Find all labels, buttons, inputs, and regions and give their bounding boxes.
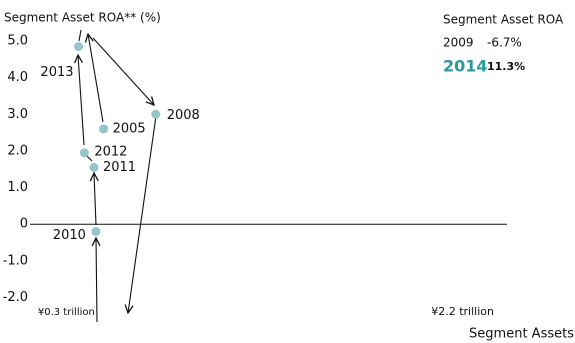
arrow (128, 115, 157, 313)
y-tick-label: 1.0 (7, 180, 28, 195)
callout-value: -6.7% (487, 36, 522, 50)
y-tick-label: 2.0 (7, 143, 28, 158)
callout-value: 11.3% (487, 60, 525, 73)
point (99, 124, 109, 134)
connector-arrows (78, 29, 157, 323)
arrow (78, 55, 85, 146)
point (89, 162, 99, 172)
arrow (92, 37, 154, 105)
y-tick-label: -1.0 (3, 253, 28, 268)
x-axis-title: Segment Assets (469, 327, 574, 342)
arrow (86, 155, 93, 162)
arrow (88, 34, 104, 123)
point (79, 148, 89, 158)
point-label: 2012 (94, 144, 127, 159)
callout-year: 2009 (443, 36, 474, 50)
point-label: 2010 (53, 228, 86, 243)
point-label: 2013 (40, 65, 73, 80)
point (91, 227, 101, 237)
point (151, 109, 161, 119)
y-axis-title: Segment Asset ROA** (%) (4, 11, 161, 25)
y-tick-label: 5.0 (7, 34, 28, 49)
point-label: 2008 (167, 108, 200, 123)
x-tick-label: ¥2.2 trillion (431, 305, 494, 318)
point-label: 2011 (103, 160, 136, 175)
arrow (96, 238, 97, 323)
x-tick-label: ¥0.3 trillion (38, 307, 95, 318)
arrow (78, 29, 82, 42)
y-tick-label: 3.0 (7, 107, 28, 122)
arrow (94, 173, 96, 226)
callout-year: 2014 (443, 57, 488, 76)
callout-title: Segment Asset ROA (443, 13, 564, 27)
y-tick-label: 0 (20, 217, 28, 232)
y-tick-label: 4.0 (7, 70, 28, 85)
point (74, 41, 84, 51)
y-tick-label: -2.0 (3, 290, 28, 305)
point-label: 2005 (113, 121, 146, 136)
